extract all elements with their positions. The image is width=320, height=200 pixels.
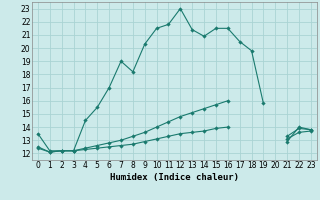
X-axis label: Humidex (Indice chaleur): Humidex (Indice chaleur)	[110, 173, 239, 182]
